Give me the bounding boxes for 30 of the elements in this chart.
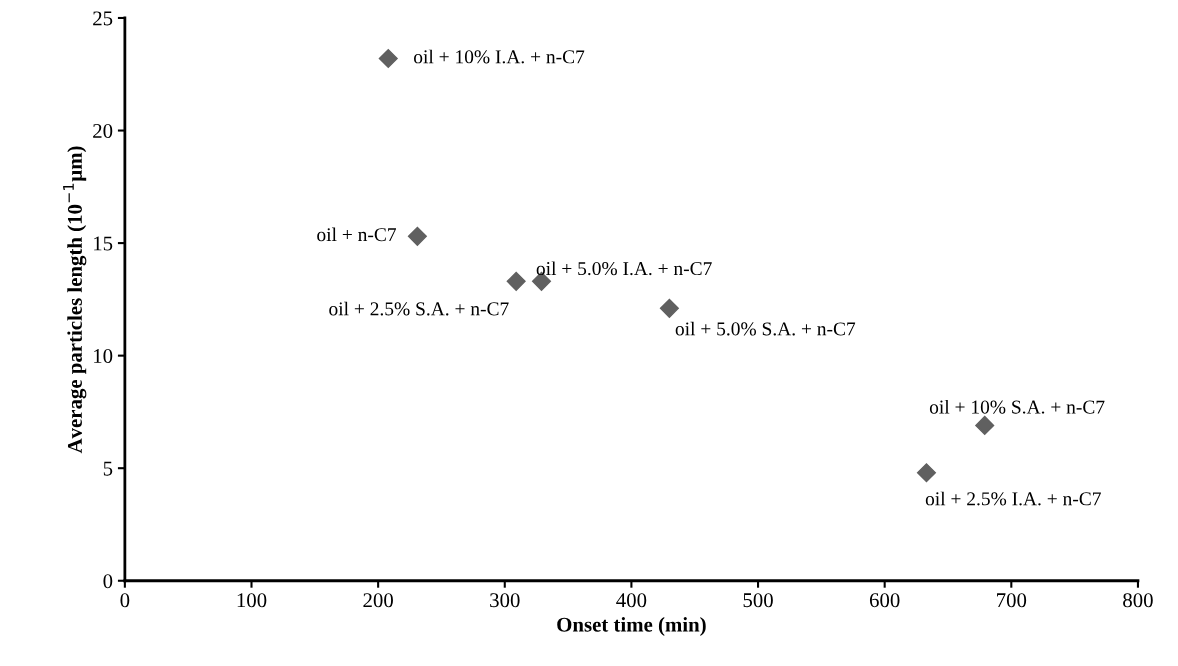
annotation: oil + 10% I.A. + n-C7: [414, 49, 585, 64]
x-axis-title: Onset time (min): [557, 617, 706, 636]
x-tick-label: 100: [237, 593, 267, 608]
y-axis-title: Average particles length (10$^{−1}$µm): [63, 146, 87, 454]
x-tick-label: 400: [616, 593, 647, 608]
point: [916, 463, 937, 483]
x-tick-label: 0: [120, 593, 130, 608]
y-tick-label: 25: [93, 11, 113, 26]
annotation: oil + n-C7: [317, 227, 396, 242]
x-tick-label: 500: [743, 593, 773, 608]
annotation: oil + 5.0% I.A. + n-C7: [536, 261, 712, 276]
y-tick-label: 0: [103, 574, 113, 589]
annotation: oil + 5.0% S.A. + n-C7: [675, 321, 856, 336]
x-tick-label: 300: [490, 593, 520, 608]
point: [975, 415, 995, 435]
point: [407, 226, 427, 246]
x-tick-label: 600: [869, 593, 900, 608]
y-tick-label: 15: [94, 236, 113, 251]
point: [378, 48, 398, 69]
y-tick-label: 10: [94, 349, 113, 364]
annotation: oil + 2.5% S.A. + n-C7: [329, 301, 509, 316]
point: [659, 298, 679, 318]
point: [506, 271, 526, 291]
annotation: oil + 10% S.A. + n-C7: [929, 399, 1105, 414]
x-tick-label: 200: [363, 593, 393, 608]
y-tick-label: 5: [103, 461, 113, 476]
y-tick-label: 20: [93, 123, 113, 138]
annotation: oil + 2.5% I.A. + n-C7: [925, 491, 1101, 506]
x-tick-label: 700: [997, 593, 1027, 608]
x-tick-label: 800: [1123, 593, 1153, 608]
